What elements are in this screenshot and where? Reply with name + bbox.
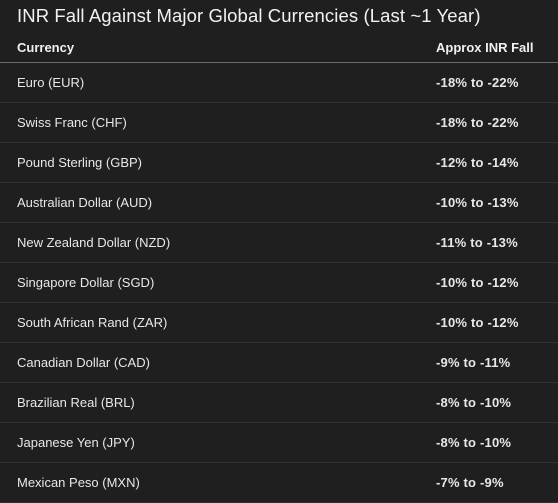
table-row: Japanese Yen (JPY) -8% to -10% <box>0 422 558 463</box>
currency-cell: Euro (EUR) <box>0 62 436 103</box>
table-row: New Zealand Dollar (NZD) -11% to -13% <box>0 222 558 263</box>
table-header-row: Currency Approx INR Fall <box>0 32 558 63</box>
currency-cell: Mexican Peso (MXN) <box>0 462 436 503</box>
inr-fall-cell: -9% to -11% <box>436 342 558 383</box>
inr-fall-cell: -18% to -22% <box>436 102 558 143</box>
currency-cell: New Zealand Dollar (NZD) <box>0 222 436 263</box>
table-row: Australian Dollar (AUD) -10% to -13% <box>0 182 558 223</box>
column-header-inr-fall: Approx INR Fall <box>436 32 558 63</box>
inr-fall-cell: -10% to -12% <box>436 262 558 303</box>
table-row: Canadian Dollar (CAD) -9% to -11% <box>0 342 558 383</box>
inr-fall-cell: -8% to -10% <box>436 422 558 463</box>
inr-fall-cell: -10% to -13% <box>436 182 558 223</box>
inr-fall-cell: -7% to -9% <box>436 462 558 503</box>
table-row: Singapore Dollar (SGD) -10% to -12% <box>0 262 558 303</box>
inr-fall-cell: -8% to -10% <box>436 382 558 423</box>
table-row: Euro (EUR) -18% to -22% <box>0 62 558 103</box>
inr-fall-cell: -11% to -13% <box>436 222 558 263</box>
inr-fall-cell: -18% to -22% <box>436 62 558 103</box>
currency-cell: Brazilian Real (BRL) <box>0 382 436 423</box>
table-row: Brazilian Real (BRL) -8% to -10% <box>0 382 558 423</box>
currency-cell: Swiss Franc (CHF) <box>0 102 436 143</box>
currency-cell: Australian Dollar (AUD) <box>0 182 436 223</box>
currency-cell: Singapore Dollar (SGD) <box>0 262 436 303</box>
column-header-currency: Currency <box>0 32 436 63</box>
page-title: INR Fall Against Major Global Currencies… <box>17 5 481 26</box>
table-row: South African Rand (ZAR) -10% to -12% <box>0 302 558 343</box>
table-row: Mexican Peso (MXN) -7% to -9% <box>0 462 558 503</box>
currency-table: Currency Approx INR Fall Euro (EUR) -18%… <box>0 32 558 503</box>
currency-cell: Pound Sterling (GBP) <box>0 142 436 183</box>
inr-fall-cell: -12% to -14% <box>436 142 558 183</box>
inr-fall-cell: -10% to -12% <box>436 302 558 343</box>
currency-cell: Japanese Yen (JPY) <box>0 422 436 463</box>
currency-cell: South African Rand (ZAR) <box>0 302 436 343</box>
table-row: Swiss Franc (CHF) -18% to -22% <box>0 102 558 143</box>
currency-cell: Canadian Dollar (CAD) <box>0 342 436 383</box>
table-row: Pound Sterling (GBP) -12% to -14% <box>0 142 558 183</box>
